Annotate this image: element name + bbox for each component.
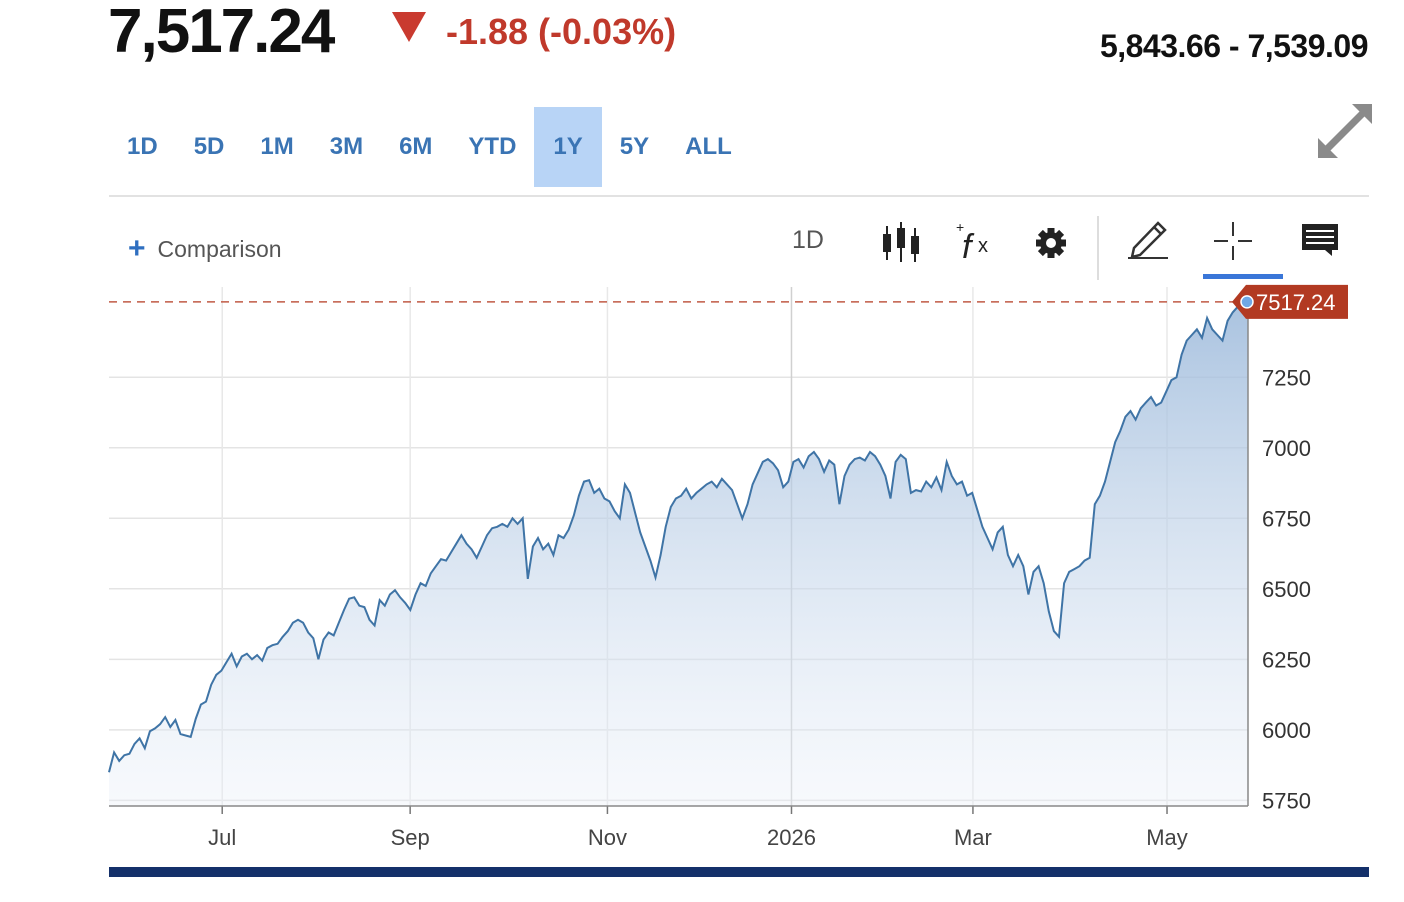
x-tick-label: Sep [391,825,430,850]
candlestick-icon[interactable] [880,222,924,264]
bottom-bar [109,867,1369,877]
tab-3m[interactable]: 3M [329,133,364,160]
price-area [109,301,1248,806]
expand-icon[interactable] [1318,104,1372,158]
divider [109,195,1369,197]
active-tool-indicator [1203,274,1283,279]
tab-5y[interactable]: 5Y [619,133,650,160]
y-tick-label: 6250 [1262,647,1311,672]
interval-selector[interactable]: 1D [792,226,824,254]
current-price: 7,517.24 [108,0,335,66]
y-tick-label: 6500 [1262,577,1311,602]
gear-icon[interactable] [1034,226,1068,260]
chart-axes: 5750 6000 6250 6500 6750 7000 7250 Jul Sep Nov 202… [109,287,1311,850]
y-tick-label: 7000 [1262,436,1311,461]
price-range: 5,843.66 - 7,539.09 [1099,28,1369,64]
svg-text:x: x [978,235,988,257]
toolbar-separator [1097,216,1099,280]
price-change: -1.88 (-0.03%) [446,11,677,52]
tab-5d[interactable]: 5D [193,133,225,160]
pencil-icon[interactable] [1128,220,1170,260]
x-tick-label: Mar [954,825,992,850]
tab-6m[interactable]: 6M [399,133,433,160]
comparison-button[interactable]: + Comparison [128,234,282,264]
tab-1m[interactable]: 1M [260,133,294,160]
function-icon[interactable]: + f x [954,220,998,266]
y-tick-label: 6750 [1262,506,1311,531]
tab-ytd[interactable]: YTD [468,133,517,160]
down-arrow-icon [392,12,426,42]
tab-1d[interactable]: 1D [127,133,158,160]
price-line [108,300,1249,773]
last-price-flag: 7517.24 [1232,284,1348,319]
crosshair-icon[interactable] [1214,222,1252,260]
last-price-label: 7517.24 [1256,290,1336,315]
svg-text:+: + [956,220,964,235]
x-tick-label: 2026 [767,825,816,850]
x-tick-label: Nov [588,825,627,850]
tab-all[interactable]: ALL [685,133,732,160]
comment-icon[interactable] [1302,224,1338,258]
y-tick-label: 5750 [1262,788,1311,813]
timeframe-tabs: 1D 5D 1M 3M 6M YTD 1Y 5Y ALL [109,107,750,187]
x-tick-label: Jul [208,825,236,850]
plus-icon: + [128,232,146,265]
x-tick-label: May [1146,825,1188,850]
comparison-label: Comparison [157,235,282,262]
y-tick-label: 6000 [1262,718,1311,743]
y-tick-label: 7250 [1262,365,1311,390]
tab-1y[interactable]: 1Y [534,107,602,187]
